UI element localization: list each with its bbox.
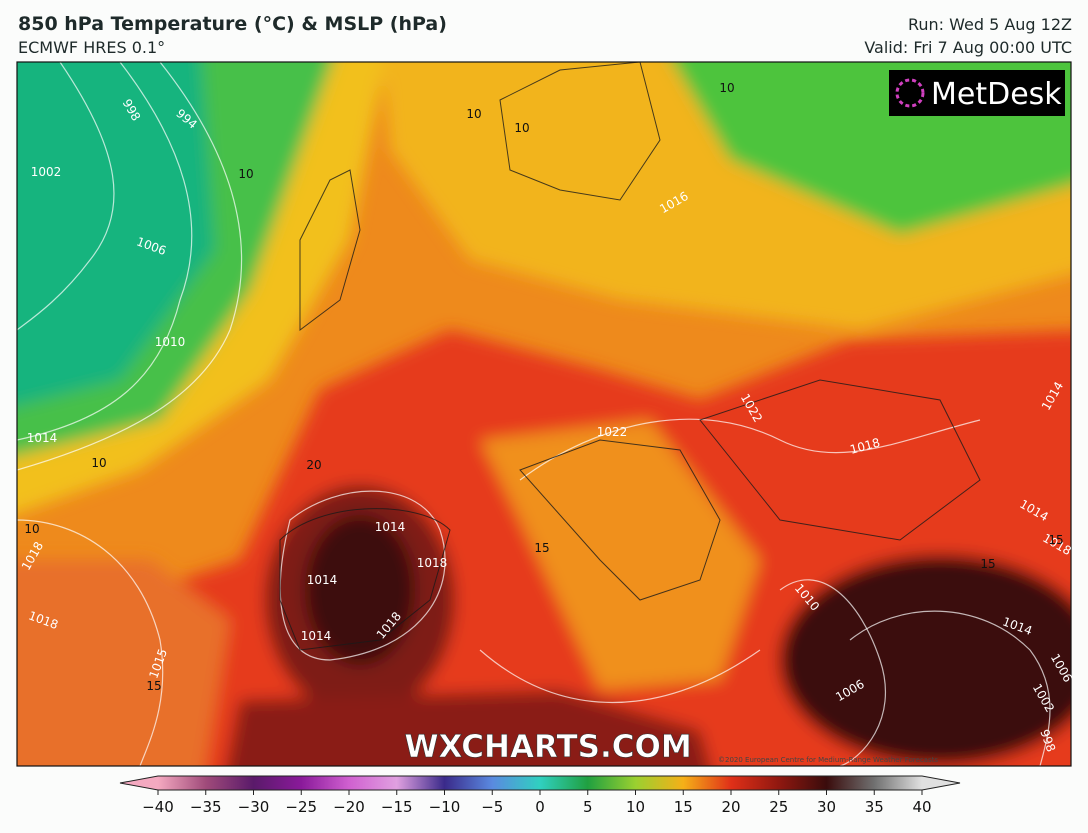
colorbar-tick-label: −10	[429, 798, 461, 816]
temperature-label: 20	[306, 458, 321, 472]
colorbar-tick-label: −25	[285, 798, 317, 816]
colorbar-tick-label: 5	[583, 798, 593, 816]
colorbar-tick-label: −15	[381, 798, 413, 816]
copyright: ©2020 European Centre for Medium-Range W…	[718, 756, 938, 764]
isobar-label: 1014	[375, 520, 406, 534]
colorbar-tick-label: 15	[674, 798, 693, 816]
logo-icon	[895, 78, 925, 108]
colorbar-tick-label: −5	[481, 798, 503, 816]
colorbar-tick-label: −35	[190, 798, 222, 816]
colorbar-tick-label: 25	[769, 798, 788, 816]
temperature-label: 10	[238, 167, 253, 181]
isobar-label: 1014	[307, 573, 338, 587]
temperature-label: 15	[980, 557, 995, 571]
colorbar-tick-label: −30	[238, 798, 270, 816]
colorbar-tick-label: 30	[817, 798, 836, 816]
colorbar-tick-label: −40	[142, 798, 174, 816]
isobar-label: 1022	[597, 425, 628, 439]
isobar-label: 1010	[155, 335, 186, 349]
subtitle: ECMWF HRES 0.1°	[18, 38, 166, 57]
isobar-label: 1018	[417, 556, 448, 570]
colorbar: −40 −35 −30 −25 −20 −15 −10 −5 0 5 10 15 20 25 30 35 40	[119, 775, 961, 816]
colorbar-tick-label: 0	[535, 798, 545, 816]
temperature-label: 10	[514, 121, 529, 135]
colorbar-tick-label: 40	[912, 798, 931, 816]
temperature-label: 15	[534, 541, 549, 555]
colorbar-strip	[119, 775, 961, 791]
temperature-label: 10	[466, 107, 481, 121]
map-frame	[16, 61, 1072, 767]
watermark: WXCHARTS.COM	[404, 729, 691, 765]
logo-text: MetDesk	[931, 77, 1062, 112]
valid-time: Valid: Fri 7 Aug 00:00 UTC	[864, 38, 1072, 57]
colorbar-tick-label: 35	[865, 798, 884, 816]
temperature-label: 15	[146, 679, 161, 693]
temperature-label: 15	[1048, 533, 1063, 547]
run-time: Run: Wed 5 Aug 12Z	[907, 15, 1072, 34]
title: 850 hPa Temperature (°C) & MSLP (hPa)	[18, 13, 447, 35]
temperature-label: 10	[719, 81, 734, 95]
temperature-label: 10	[24, 522, 39, 536]
isobar-label: 1014	[301, 629, 332, 643]
colorbar-tick-label: 10	[626, 798, 645, 816]
isobar-label: 1002	[31, 165, 62, 179]
isobar-label: 1014	[27, 431, 58, 445]
temperature-label: 10	[91, 456, 106, 470]
map-field	[17, 62, 1071, 766]
logo-box	[889, 70, 1065, 116]
colorbar-tick-label: 20	[721, 798, 740, 816]
colorbar-tick-label: −20	[333, 798, 365, 816]
